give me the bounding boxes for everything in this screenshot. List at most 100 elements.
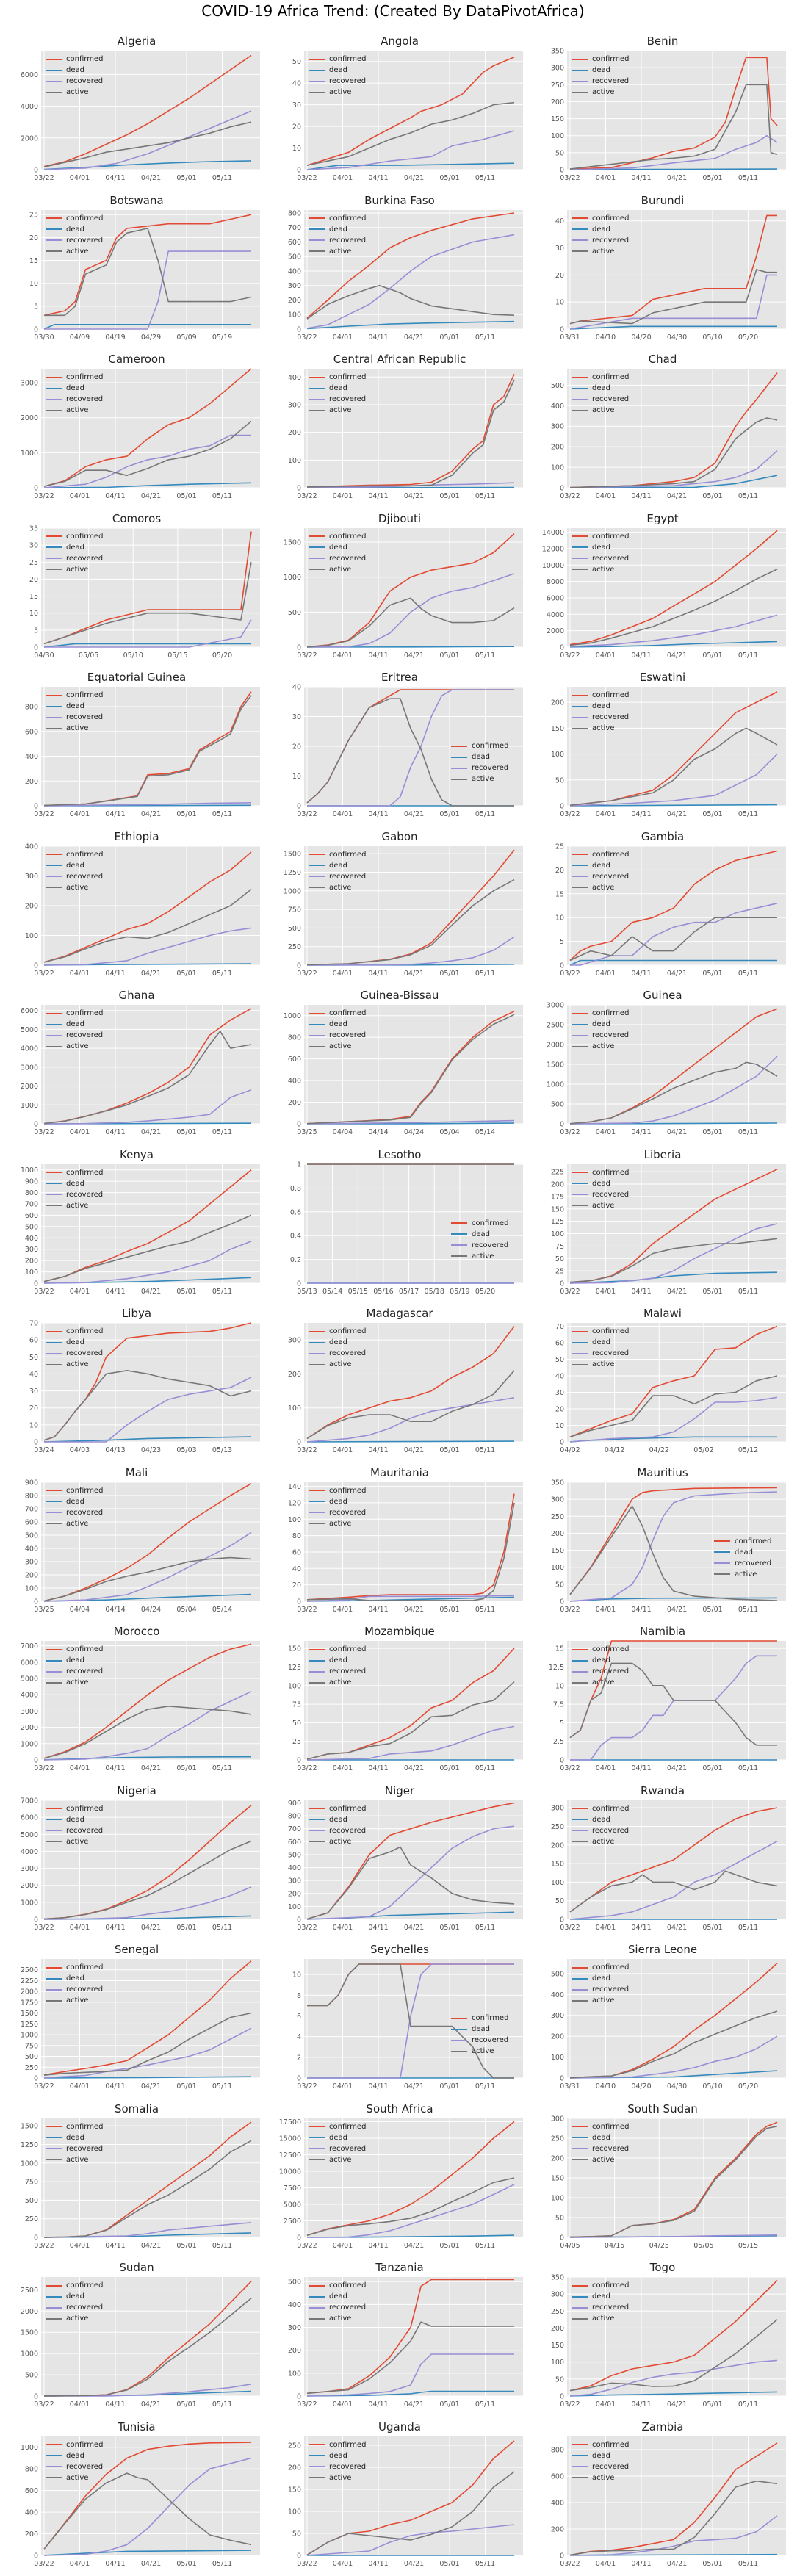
y-tick-label: 100 bbox=[288, 2370, 301, 2378]
legend-swatch bbox=[451, 1255, 467, 1257]
legend-label: active bbox=[592, 1677, 614, 1688]
legend-item-dead: dead bbox=[309, 65, 366, 76]
legend-item-dead: dead bbox=[572, 1973, 629, 1984]
y-tick-label: 0 bbox=[34, 1121, 38, 1129]
legend-label: confirmed bbox=[592, 1644, 629, 1655]
y-tick-label: 200 bbox=[288, 1099, 301, 1107]
legend-item-recovered: recovered bbox=[309, 2461, 366, 2472]
y-tick-label: 1250 bbox=[21, 2140, 38, 2149]
x-tick-label: 04/01 bbox=[333, 970, 353, 978]
y-tick-label: 150 bbox=[551, 2174, 564, 2182]
legend-swatch bbox=[572, 2318, 588, 2320]
y-tick-label: 6000 bbox=[21, 1007, 38, 1015]
legend-swatch bbox=[309, 887, 325, 888]
x-tick-label: 04/01 bbox=[596, 492, 616, 500]
legend-swatch bbox=[309, 865, 325, 866]
legend-item-recovered: recovered bbox=[309, 1666, 366, 1677]
legend-swatch bbox=[309, 59, 325, 60]
y-tick-label: 500 bbox=[288, 253, 301, 261]
legend-label: recovered bbox=[592, 1189, 629, 1200]
x-tick-label: 04/21 bbox=[404, 2242, 424, 2250]
y-tick-label: 80 bbox=[292, 1532, 301, 1540]
y-tick-label: 400 bbox=[288, 1864, 301, 1872]
legend-item-confirmed: confirmed bbox=[309, 2280, 366, 2291]
legend-item-dead: dead bbox=[572, 1655, 629, 1666]
legend-label: confirmed bbox=[592, 849, 629, 860]
x-tick-label: 04/21 bbox=[667, 1128, 687, 1136]
legend-swatch bbox=[46, 377, 62, 378]
y-tick-label: 12000 bbox=[542, 545, 564, 553]
legend-label: confirmed bbox=[66, 54, 103, 65]
legend-label: confirmed bbox=[329, 1803, 366, 1814]
legend-swatch bbox=[46, 2444, 62, 2445]
y-tick-label: 0 bbox=[297, 2393, 301, 2401]
x-tick-label: 03/25 bbox=[297, 1128, 317, 1136]
legend-swatch bbox=[309, 2148, 325, 2149]
legend-label: dead bbox=[329, 1496, 347, 1507]
x-tick-label: 05/11 bbox=[212, 2082, 232, 2090]
x-tick-label: 04/21 bbox=[667, 652, 687, 660]
legend-swatch bbox=[46, 1364, 62, 1365]
x-tick-label: 04/01 bbox=[70, 1924, 90, 1932]
y-tick-label: 0 bbox=[560, 1757, 564, 1765]
x-tick-label: 04/01 bbox=[70, 2400, 90, 2409]
legend-item-dead: dead bbox=[46, 542, 103, 553]
legend-label: active bbox=[66, 2313, 88, 2324]
y-tick-label: 50 bbox=[555, 776, 564, 784]
y-tick-label: 1000 bbox=[21, 1899, 38, 1907]
x-tick-label: 05/11 bbox=[738, 1128, 758, 1136]
x-tick-label: 04/01 bbox=[596, 652, 616, 660]
legend-swatch bbox=[451, 2029, 467, 2030]
y-tick-label: 500 bbox=[25, 2196, 38, 2204]
y-tick-label: 400 bbox=[25, 843, 38, 851]
legend-label: active bbox=[66, 1836, 88, 1847]
y-tick-label: 100 bbox=[551, 2194, 564, 2202]
legend-item-confirmed: confirmed bbox=[572, 531, 629, 542]
x-tick-label: 03/22 bbox=[297, 2242, 317, 2250]
y-tick-label: 5000 bbox=[21, 1830, 38, 1839]
y-tick-label: 750 bbox=[25, 2042, 38, 2050]
legend-item-confirmed: confirmed bbox=[46, 213, 103, 224]
legend-item-dead: dead bbox=[572, 701, 629, 712]
y-tick-label: 10 bbox=[555, 914, 564, 922]
series-line-dead bbox=[307, 1441, 514, 1442]
x-tick-label: 03/22 bbox=[34, 1764, 54, 1772]
y-tick-label: 1000 bbox=[21, 2032, 38, 2040]
x-tick-label: 05/17 bbox=[399, 1288, 419, 1296]
y-tick-label: 1500 bbox=[284, 538, 301, 546]
y-tick-label: 30 bbox=[292, 101, 301, 109]
legend-label: recovered bbox=[329, 235, 366, 246]
legend-label: confirmed bbox=[66, 531, 103, 542]
legend-item-confirmed: confirmed bbox=[46, 1962, 103, 1973]
legend-swatch bbox=[572, 399, 588, 400]
legend-item-active: active bbox=[309, 1041, 366, 1052]
x-tick-label: 05/11 bbox=[475, 810, 495, 818]
y-tick-label: 10000 bbox=[542, 561, 564, 569]
legend-label: dead bbox=[66, 1655, 84, 1666]
legend-item-dead: dead bbox=[46, 1973, 103, 1984]
legend-item-active: active bbox=[46, 405, 103, 416]
legend-label: confirmed bbox=[592, 54, 629, 65]
x-tick-label: 04/01 bbox=[70, 1764, 90, 1772]
legend-item-confirmed: confirmed bbox=[46, 1485, 103, 1496]
legend-label: dead bbox=[329, 542, 347, 553]
x-tick-label: 04/11 bbox=[368, 1924, 388, 1932]
y-tick-label: 400 bbox=[551, 403, 564, 411]
y-tick-label: 25 bbox=[29, 558, 38, 566]
legend-label: active bbox=[329, 1359, 351, 1370]
legend-swatch bbox=[309, 535, 325, 537]
y-tick-label: 100 bbox=[551, 132, 564, 140]
x-tick-label: 04/20 bbox=[631, 333, 651, 342]
legend-swatch bbox=[572, 388, 588, 389]
x-tick-label: 04/01 bbox=[333, 333, 353, 342]
legend-item-active: active bbox=[572, 405, 629, 416]
x-tick-label: 05/01 bbox=[702, 652, 722, 660]
legend-label: recovered bbox=[592, 1666, 629, 1677]
x-tick-label: 04/21 bbox=[404, 1764, 424, 1772]
legend-item-recovered: recovered bbox=[309, 1348, 366, 1359]
